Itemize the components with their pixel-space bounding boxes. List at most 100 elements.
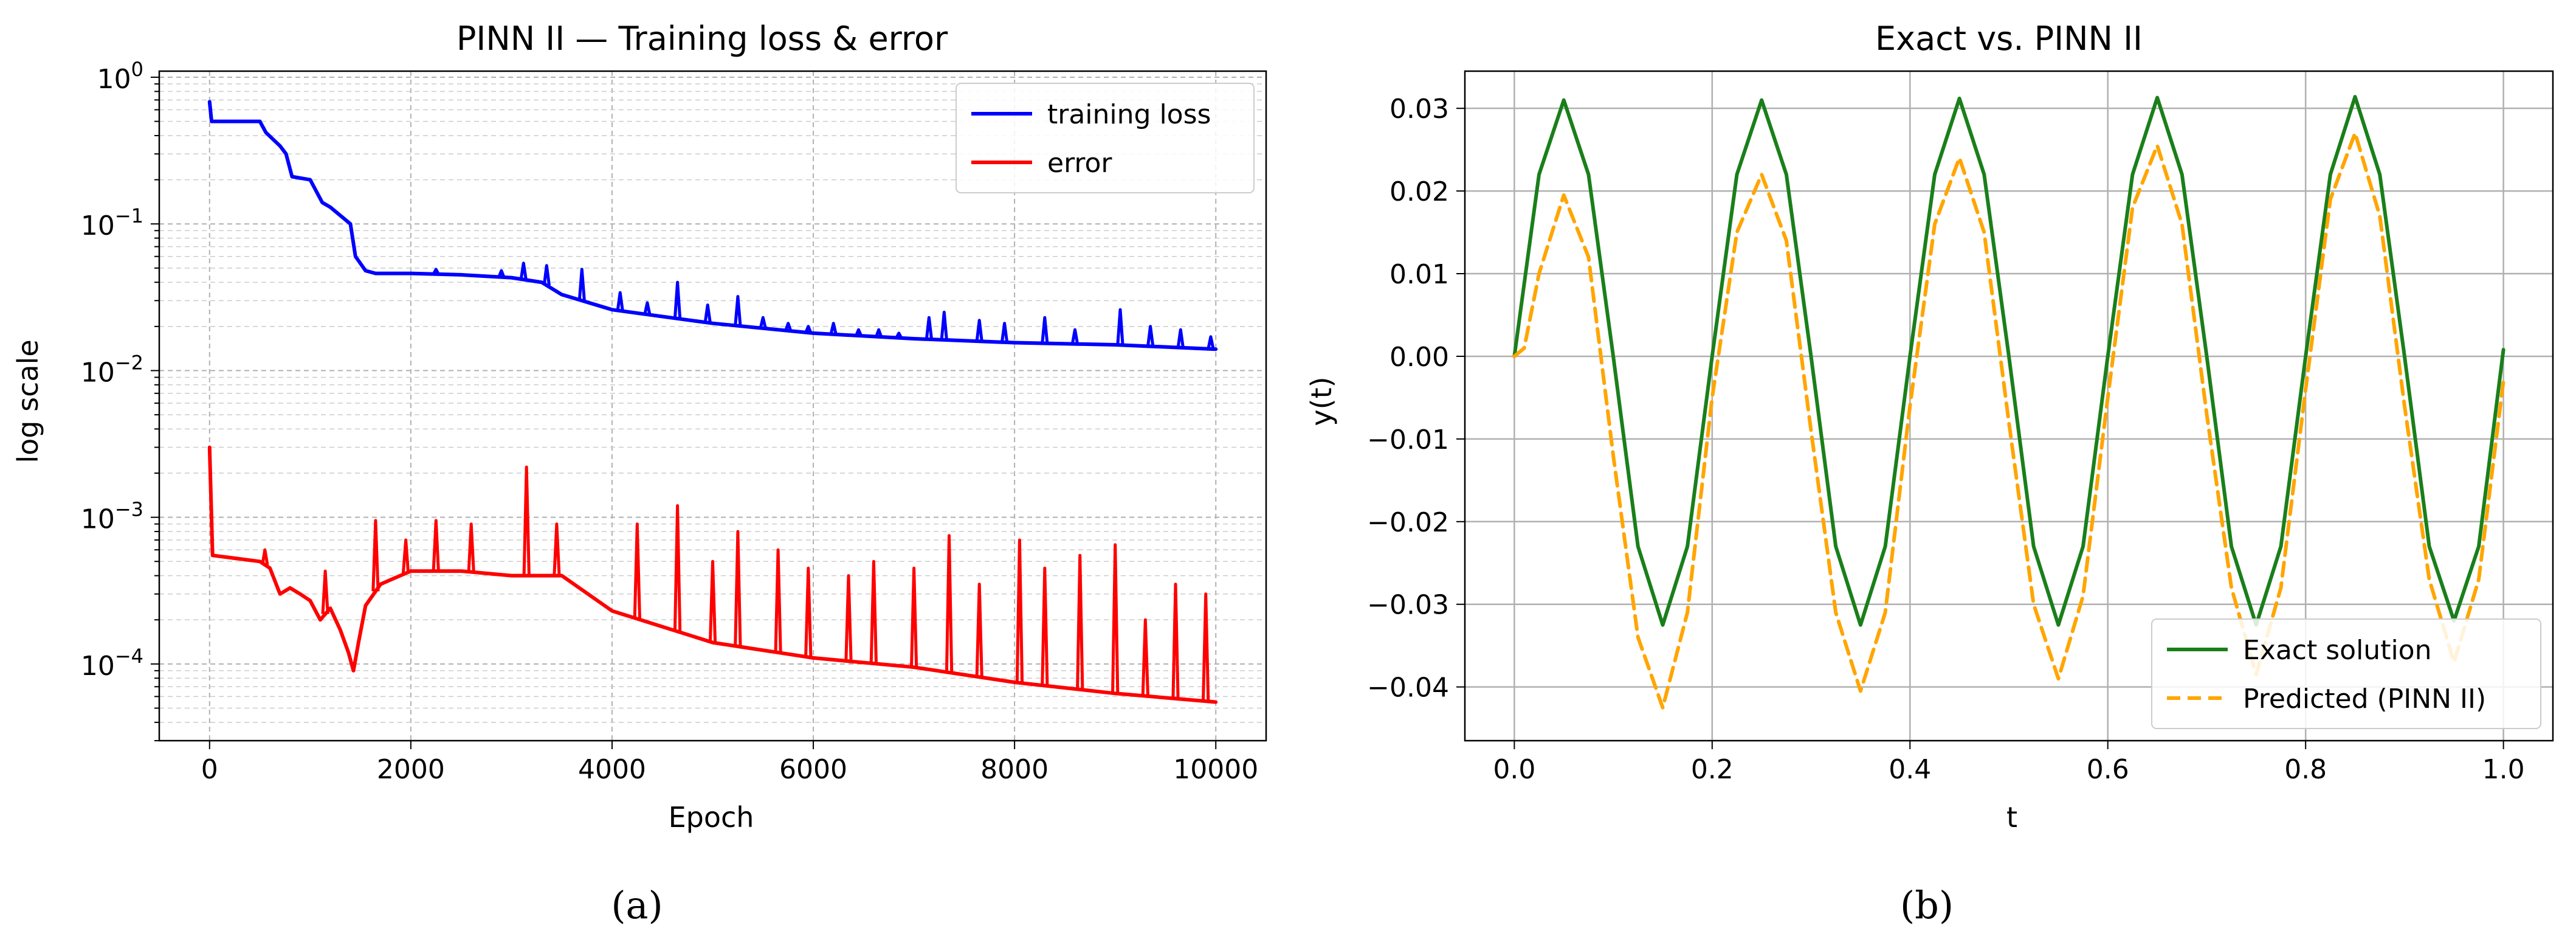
chart-a-series-0-spike — [1116, 308, 1124, 345]
chart-a-ytick-label: 100 — [97, 58, 143, 95]
chart-a-series-1-line — [207, 445, 1218, 704]
chart-b-xtick-label: 0.4 — [1889, 754, 1931, 785]
chart-a-series-1-spike — [261, 548, 269, 566]
chart-b-legend-label-1: Predicted (PINN II) — [2243, 684, 2486, 715]
chart-a-series-1-spike — [1076, 553, 1084, 690]
chart-a-series-0-spike — [1000, 322, 1009, 343]
chart-a-series-0-spike — [1207, 335, 1215, 350]
chart-a-plot — [207, 100, 1218, 704]
chart-b-ytick-label: −0.01 — [1367, 424, 1449, 455]
chart-b-legend-label-0: Exact solution — [2243, 635, 2431, 666]
chart-a-series-0-spike — [829, 322, 838, 335]
chart-b-ytick-label: 0.03 — [1390, 94, 1449, 125]
chart-b-xtick-label: 0.6 — [2087, 754, 2129, 785]
chart-b-ytick-label: 0.02 — [1390, 176, 1449, 207]
chart-b-ylabel: y(t) — [1305, 376, 1338, 426]
chart-b-plot — [1512, 95, 2505, 710]
chart-a-series-1-spike — [1202, 592, 1210, 702]
chart-a-series-1-spike — [1111, 543, 1120, 694]
chart-a-series-0-spike — [925, 316, 934, 340]
chart-a-series-1-spike — [432, 519, 440, 572]
chart-a-series-1-spike — [844, 574, 853, 662]
chart-a-series-1-spike — [673, 504, 682, 632]
chart-a-series-0-spike — [673, 280, 682, 319]
chart-a-series-1-spike — [321, 569, 329, 614]
chart-a-series-1-spike — [401, 538, 410, 573]
chart-a-series-1-spike — [869, 559, 878, 664]
chart-a-series-0-spike — [432, 268, 440, 275]
chart-a-ytick-label: 10−1 — [81, 204, 143, 241]
chart-a-series-0-spike — [703, 303, 712, 323]
chart-b-series-1-line — [1512, 131, 2505, 710]
chart-a-series-1-spike — [633, 522, 641, 619]
chart-a-series-1-spike — [1141, 618, 1149, 696]
chart-a-ytick-label: 10−3 — [81, 498, 143, 535]
chart-b-ytick-label: 0.00 — [1390, 342, 1449, 373]
chart-b-xtick-label: 0.8 — [2284, 754, 2327, 785]
chart-a-series-1-spike — [774, 548, 782, 653]
chart-a-series-1-spike — [522, 465, 531, 576]
chart-a-series-1-spike — [1015, 538, 1024, 683]
chart-b-caption: (b) — [1900, 883, 1954, 927]
chart-a-series-1-spike — [734, 530, 742, 646]
chart-b-title: Exact vs. PINN II — [1875, 19, 2143, 58]
chart-a-series-0-spike — [734, 295, 742, 326]
chart-a-series-0-spike — [1041, 316, 1049, 344]
chart-a-series-0-spike — [1070, 328, 1080, 345]
chart-a-series-1-spike — [371, 519, 380, 592]
chart-b-ytick-label: −0.02 — [1367, 507, 1449, 538]
chart-b-ytick-label: −0.04 — [1367, 673, 1449, 704]
chart-a-series-0-spike — [1176, 328, 1185, 348]
chart-a-frame — [158, 70, 1267, 742]
chart-a-xlabel: Epoch — [669, 801, 754, 834]
chart-a-series-1-spike — [553, 522, 561, 576]
chart-b-xtick-label: 1.0 — [2482, 754, 2525, 785]
chart-b-series-0-line — [1512, 95, 2505, 627]
chart-a-series-0-spike — [804, 325, 813, 333]
chart-b-ytick-label: −0.03 — [1367, 590, 1449, 621]
chart-b-axes: 0.0 0.2 0.4 0.6 0.8 1.0 −0.04 −0.03 −0.02 −0.01 0.… — [1367, 70, 2554, 785]
chart-a-series-1-spike — [945, 534, 954, 673]
chart-b-ytick-label: 0.01 — [1390, 259, 1449, 290]
chart-a-series-0-spike — [643, 301, 652, 315]
chart-a-xtick-label: 8000 — [980, 754, 1049, 785]
chart-a-ytick-label: 10−2 — [81, 351, 143, 388]
chart-a-xtick-label: 10000 — [1173, 754, 1258, 785]
chart-a-xtick-label: 6000 — [779, 754, 847, 785]
chart-a-series-0-spike — [519, 261, 528, 280]
chart-a-series-0-spike — [616, 291, 624, 311]
chart-a-ytick-label: 10−4 — [81, 645, 143, 682]
chart-a-caption: (a) — [611, 883, 663, 927]
chart-a-series-1-spike — [804, 566, 813, 657]
chart-b-xtick-label: 0.2 — [1691, 754, 1734, 785]
chart-a-xtick-label: 0 — [201, 754, 218, 785]
chart-a-xtick-label: 4000 — [578, 754, 646, 785]
chart-a-series-1-spike — [910, 566, 918, 668]
chart-a-legend: training loss error — [956, 83, 1255, 193]
chart-b-xlabel: t — [2006, 801, 2017, 834]
chart-a-ylabel: log scale — [12, 339, 44, 463]
chart-b-legend-box — [2151, 618, 2541, 729]
chart-a-series-0-spike — [759, 316, 767, 329]
chart-a-series-0-spike — [542, 264, 551, 286]
chart-b-legend: Exact solution Predicted (PINN II) — [2151, 618, 2541, 729]
chart-a-series-0-spike — [855, 328, 863, 336]
chart-b-frame — [1464, 70, 2554, 742]
chart-a-series-1-spike — [1171, 583, 1180, 699]
chart-a-series-0-spike — [975, 319, 983, 342]
chart-a-legend-label-1: error — [1047, 148, 1112, 179]
chart-a-series-0-line — [207, 100, 1218, 351]
chart-a-series-0-spike — [895, 331, 903, 339]
chart-a-series-0-spike — [497, 269, 506, 278]
chart-a-axes: 0 2000 4000 6000 8000 10000 10−4 10−3 10−2 10−1 10… — [81, 58, 1267, 785]
chart-a-series-0-spike — [875, 328, 883, 338]
chart-b: Exact vs. PINN II 0.0 0.2 0.4 0.6 0.8 1.0 −0.0… — [1305, 19, 2554, 927]
chart-a-series-1-spike — [975, 583, 983, 677]
chart-a: PINN II — Training loss & error 0 2000 400… — [12, 19, 1267, 927]
chart-a-xtick-label: 2000 — [377, 754, 445, 785]
chart-a-legend-label-0: training loss — [1047, 99, 1211, 130]
chart-a-series-0-spike — [1146, 325, 1155, 347]
chart-a-series-0-spike — [577, 268, 586, 301]
chart-a-legend-box — [956, 83, 1255, 193]
chart-a-title: PINN II — Training loss & error — [456, 19, 948, 58]
